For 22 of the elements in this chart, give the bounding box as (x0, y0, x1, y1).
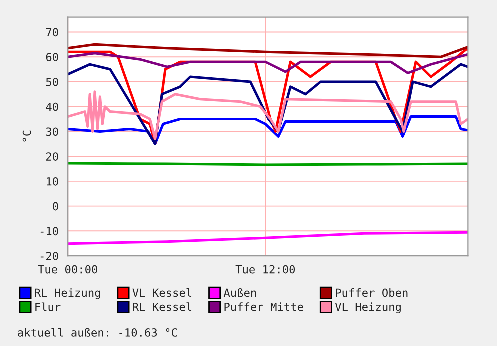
y-tick-label: 0 (53, 202, 58, 211)
y-tick-label: 20 (46, 152, 58, 161)
legend-label: Außen (224, 288, 256, 298)
y-axis-title: °C (22, 130, 32, 142)
x-tick-label: Tue 00:00 (38, 265, 98, 274)
y-tick-label: 40 (46, 102, 58, 112)
y-tick-label: 10 (47, 177, 58, 186)
legend-label: Puffer Mitte (224, 302, 304, 312)
y-tick-label: 70 (46, 28, 58, 37)
legend-label: VL Kessel (132, 288, 192, 298)
legend-label: Flur (36, 302, 61, 312)
x-tick-label: Tue 12:00 (236, 265, 296, 274)
legend-label: RL Heizung (35, 288, 100, 300)
legend-label: VL Heizung (335, 302, 401, 314)
y-tick-label: 30 (46, 128, 58, 136)
y-tick-label: -20 (40, 252, 58, 260)
y-tick-label: 60 (46, 53, 58, 62)
legend-label: Puffer Oben (336, 288, 408, 298)
legend-label: RL Kessel (133, 302, 192, 312)
y-tick-label: -10 (40, 227, 58, 236)
y-tick-label: 50 (46, 78, 58, 86)
text: aktuell außen: -10.63 °C (18, 328, 178, 337)
